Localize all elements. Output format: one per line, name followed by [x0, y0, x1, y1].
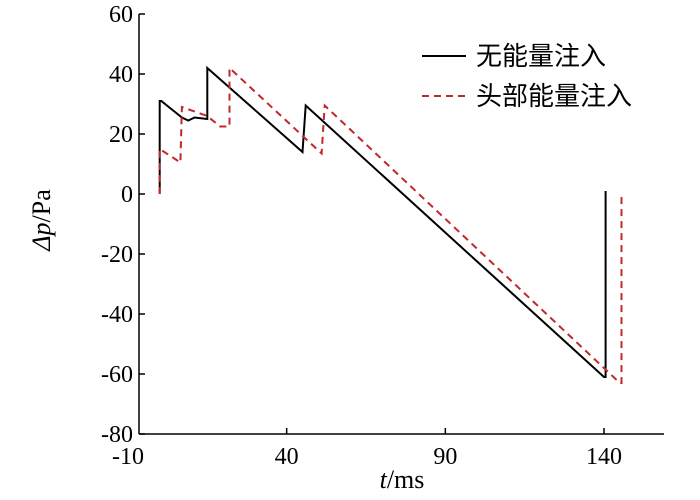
- x-axis-title: t/ms: [380, 465, 425, 494]
- y-tick-label: 40: [109, 62, 133, 88]
- series-line-1: [158, 65, 607, 378]
- y-tick-label: -20: [101, 242, 133, 268]
- series-line-2: [158, 65, 623, 384]
- y-axis-unit: /Pa: [27, 189, 56, 223]
- series-group: [158, 65, 623, 384]
- y-tick-label: -40: [101, 302, 133, 328]
- x-tick-label: 90: [433, 444, 457, 470]
- legend-label-series-2: 头部能量注入: [476, 82, 632, 112]
- y-axis-variable: Δp: [27, 222, 56, 251]
- y-tick-label: -60: [101, 362, 133, 388]
- x-tick-label: -10: [112, 444, 144, 470]
- y-axis-title: Δp/Pa: [27, 189, 56, 252]
- legend: 无能量注入 头部能量注入: [422, 42, 632, 112]
- x-tick-label: 40: [275, 444, 299, 470]
- y-tick-label: -80: [101, 422, 133, 448]
- y-tick-label: 20: [109, 122, 133, 148]
- axis-ticks: 60 40 20 0 -20 -40 -60 -80-10 40 90 140: [101, 2, 622, 470]
- legend-label-series-1: 无能量注入: [476, 42, 606, 72]
- y-tick-label: 0: [121, 182, 133, 208]
- x-tick-label: 140: [586, 444, 622, 470]
- plot-frame: [138, 14, 664, 435]
- x-axis-variable: t: [380, 465, 388, 494]
- x-axis-unit: /ms: [387, 465, 425, 494]
- y-tick-label: 60: [109, 2, 133, 28]
